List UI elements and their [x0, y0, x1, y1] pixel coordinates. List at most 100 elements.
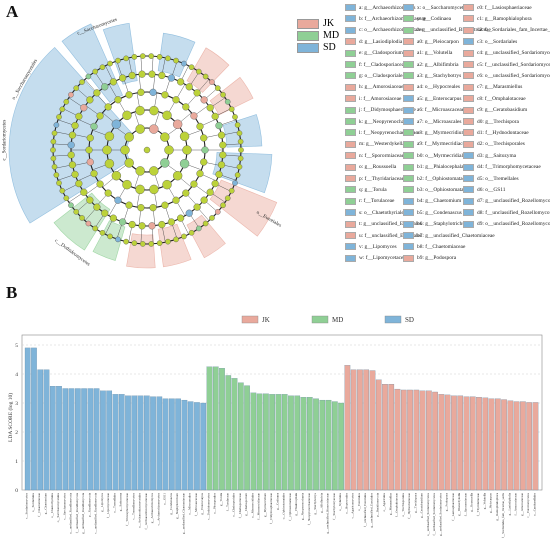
clade-node — [86, 196, 94, 204]
clade-node — [115, 57, 121, 64]
clade-node — [96, 112, 104, 120]
biomarker-key-swatch — [345, 38, 356, 46]
clade-node — [115, 236, 121, 243]
biomarker-key-item: c6: o__unclassified_Sordariomycetes — [463, 72, 550, 80]
biomarker-key-swatch — [463, 83, 474, 91]
biomarker-key-text: a9: f__Myrmecridiaceae — [417, 141, 470, 148]
biomarker-key-list: a: g__Archaeorhizomyces b: f__Archaeorhiz… — [345, 4, 550, 274]
legend-md: MD — [297, 30, 339, 42]
x-tick-label: o__unclassified_Sordariomycetes — [426, 492, 430, 536]
biomarker-key-swatch — [345, 83, 356, 91]
clade-node — [179, 158, 190, 169]
x-tick-label: f__Chaetomiaceae — [37, 492, 41, 516]
clade-node — [220, 202, 226, 209]
x-tick-label: f__Myrmecridiaceae — [257, 492, 261, 519]
x-tick-label: g__Chaetomium — [44, 492, 48, 514]
x-tick-label: c__Agaricomycetes — [351, 492, 355, 518]
panel-b-label: B — [6, 283, 18, 302]
clade-node — [53, 172, 60, 178]
bar-jk — [513, 401, 520, 491]
clade-node — [162, 110, 172, 121]
clade-node — [200, 158, 208, 166]
biomarker-key-swatch — [345, 243, 356, 251]
clade-node — [124, 158, 134, 168]
biomarker-key-swatch — [345, 197, 356, 205]
biomarker-key-swatch — [345, 106, 356, 114]
clade-node — [234, 172, 241, 178]
clade-shade-jk — [186, 47, 230, 93]
biomarker-key-swatch — [403, 186, 414, 194]
clade-node — [92, 225, 99, 232]
clade-node — [131, 240, 138, 246]
bar-jk — [388, 384, 395, 491]
clade-node — [149, 124, 159, 134]
clade-node — [90, 122, 98, 131]
clade-node — [104, 131, 115, 142]
bar-jk — [526, 402, 532, 491]
clade-shade-sd — [102, 22, 138, 85]
x-tick-label: f__Microascaceae — [194, 492, 198, 516]
clade-node — [224, 98, 231, 105]
clade-node — [236, 130, 243, 137]
clade-node — [214, 209, 221, 215]
biomarker-key-item: b7: g__unclassified_Chaetomiaceae — [403, 232, 495, 239]
biomarker-key-item: b6: g__Staphylotrichum — [403, 220, 470, 228]
clade-node — [86, 158, 94, 166]
x-tick-label: g__Ceratobasidium — [420, 492, 424, 517]
biomarker-key-swatch — [403, 95, 414, 103]
x-tick-label: o__Trechisporales — [401, 492, 405, 516]
clade-node — [173, 57, 179, 64]
x-tick-label: f__unclassified_Sordariomycetes — [432, 492, 436, 535]
biomarker-key-item: a9: f__Myrmecridiaceae — [403, 140, 470, 148]
x-tick-label: p__Basidiomycota — [376, 492, 380, 516]
biomarker-key-swatch — [403, 140, 414, 148]
x-tick-label: g__Pleiocarpon — [489, 493, 493, 513]
panel-a-label: A — [6, 2, 19, 21]
clade-outer-label: c__Sordariomycetes — [2, 120, 7, 161]
clade-node — [179, 131, 190, 142]
clade-node — [214, 85, 221, 91]
clade-node — [128, 71, 136, 80]
biomarker-key-text: h: g__Amorosiaceae — [359, 84, 404, 91]
biomarker-key-item: d6: o__GS11 — [463, 186, 505, 194]
biomarker-key-item: c7: g__Marasmiellus — [463, 83, 522, 91]
x-tick-label: g__Myrmecridium — [263, 492, 267, 517]
clade-node — [125, 91, 133, 99]
clade-shade-sd — [222, 114, 263, 148]
clade-node — [86, 96, 94, 104]
bar-md — [294, 395, 301, 491]
biomarker-key-swatch — [345, 61, 356, 68]
clade-node — [148, 222, 156, 230]
bar-jk — [413, 389, 420, 491]
x-tick-label: g__Torula — [219, 492, 223, 506]
clade-node — [196, 169, 204, 178]
biomarker-key-text: d: g__Lasiodiplodia — [359, 38, 403, 45]
clade-node — [51, 163, 58, 170]
clade-node — [149, 184, 159, 195]
clade-node — [68, 131, 77, 139]
biomarker-key-swatch — [403, 152, 414, 160]
bar-jk — [407, 389, 413, 491]
biomarker-key-swatch — [403, 26, 414, 34]
bar-jk — [482, 397, 489, 491]
biomarker-key-item: d2: o__Trechisporales — [463, 140, 525, 148]
biomarker-key-item: d9: o__unclassified_Rozellomycota — [463, 220, 550, 228]
bar-md — [332, 401, 338, 491]
biomarker-key-swatch — [463, 49, 474, 57]
biomarker-key-text: b6: g__Staphylotrichum — [417, 221, 470, 228]
biomarker-key-swatch — [403, 254, 414, 262]
clade-node — [50, 138, 57, 145]
bar-sd — [106, 390, 113, 491]
biomarker-key-item: v: g__Lipomyces — [345, 243, 397, 251]
biomarker-key-text: a1: g__Volutella — [417, 50, 453, 57]
biomarker-key-item: c1: g__Ramophialophora — [463, 15, 532, 23]
biomarker-key-text: b7: g__unclassified_Chaetomiaceae — [417, 232, 495, 239]
x-tick-label: o__Eurotiales — [357, 492, 361, 510]
clade-node — [219, 141, 227, 149]
clade-node — [138, 222, 146, 230]
x-tick-label: f__Lipomycetaceae — [106, 492, 110, 518]
biomarker-key-item: a6: f__Microascaceae — [403, 106, 464, 114]
x-tick-label: f__Stachybotryaceae — [332, 492, 336, 519]
clade-node — [158, 71, 166, 80]
clade-node — [56, 114, 62, 120]
